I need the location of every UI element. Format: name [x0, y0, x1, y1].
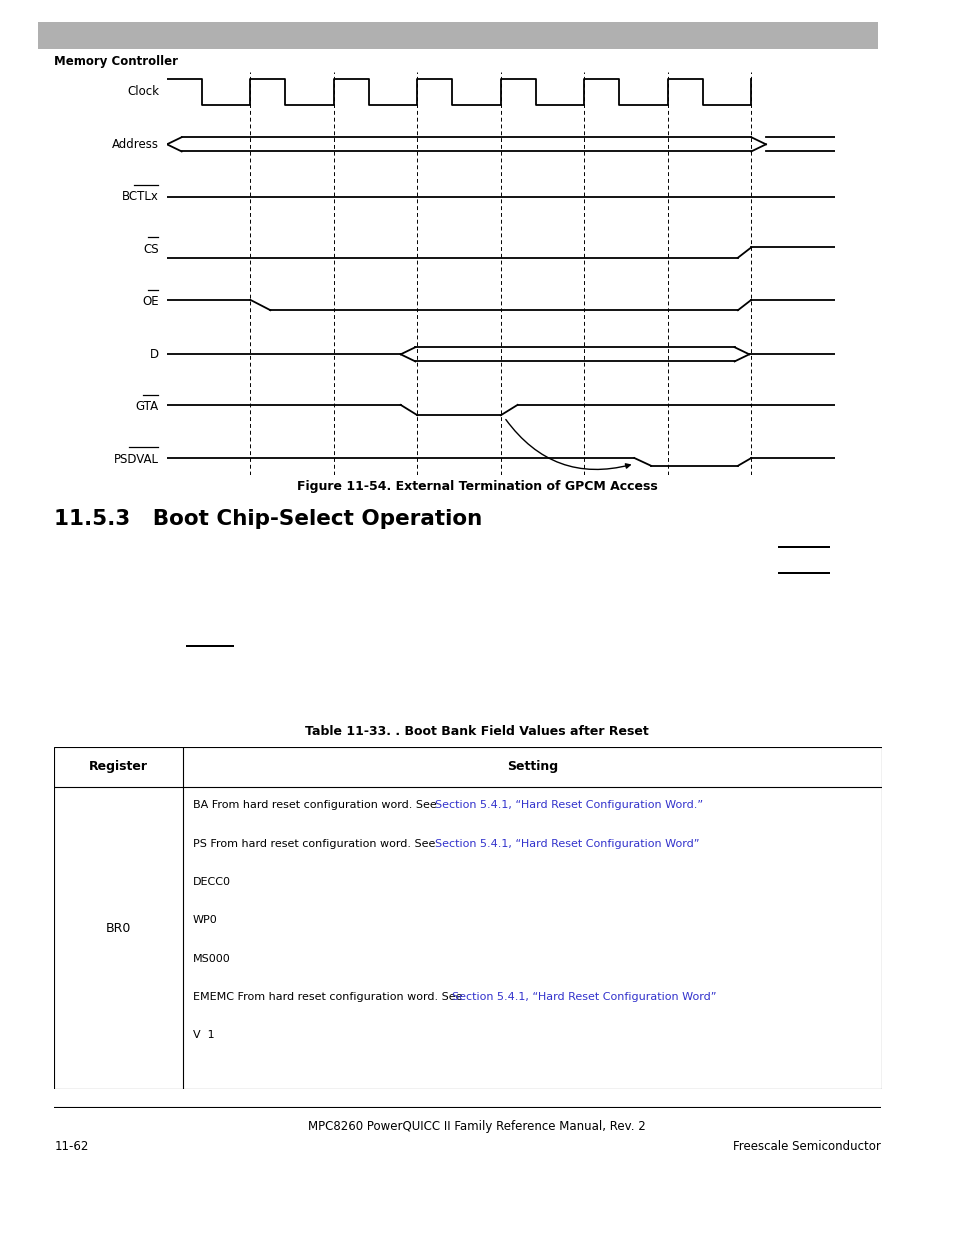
- Text: BCTLx: BCTLx: [122, 190, 159, 204]
- Text: BA From hard reset configuration word. See: BA From hard reset configuration word. S…: [193, 800, 439, 810]
- Text: EMEMC From hard reset configuration word. See: EMEMC From hard reset configuration word…: [193, 992, 465, 1002]
- Text: MPC8260 PowerQUICC II Family Reference Manual, Rev. 2: MPC8260 PowerQUICC II Family Reference M…: [308, 1120, 645, 1132]
- Text: Figure 11-54. External Termination of GPCM Access: Figure 11-54. External Termination of GP…: [296, 480, 657, 493]
- Text: PS From hard reset configuration word. See: PS From hard reset configuration word. S…: [193, 839, 438, 848]
- FancyArrowPatch shape: [505, 420, 630, 469]
- Text: WP0: WP0: [193, 915, 217, 925]
- Text: Freescale Semiconductor: Freescale Semiconductor: [732, 1140, 880, 1152]
- Text: OE: OE: [142, 295, 159, 309]
- Text: Register: Register: [89, 761, 148, 773]
- Text: V  1: V 1: [193, 1030, 214, 1040]
- Text: Memory Controller: Memory Controller: [54, 56, 178, 68]
- Text: PSDVAL: PSDVAL: [113, 453, 159, 466]
- Text: Section 5.4.1, “Hard Reset Configuration Word”: Section 5.4.1, “Hard Reset Configuration…: [451, 992, 716, 1002]
- Text: DECC0: DECC0: [193, 877, 231, 887]
- Text: BR0: BR0: [106, 923, 132, 935]
- Text: CS: CS: [143, 243, 159, 256]
- Text: D: D: [150, 348, 159, 361]
- Text: 11-62: 11-62: [54, 1140, 89, 1152]
- Text: Section 5.4.1, “Hard Reset Configuration Word”: Section 5.4.1, “Hard Reset Configuration…: [435, 839, 699, 848]
- Text: Clock: Clock: [127, 85, 159, 99]
- Text: Table 11-33. . Boot Bank Field Values after Reset: Table 11-33. . Boot Bank Field Values af…: [305, 725, 648, 737]
- Text: GTA: GTA: [135, 400, 159, 414]
- Text: Section 5.4.1, “Hard Reset Configuration Word.”: Section 5.4.1, “Hard Reset Configuration…: [435, 800, 702, 810]
- Text: Setting: Setting: [506, 761, 558, 773]
- Text: MS000: MS000: [193, 953, 231, 963]
- Text: Address: Address: [112, 138, 159, 151]
- Text: 11.5.3   Boot Chip-Select Operation: 11.5.3 Boot Chip-Select Operation: [54, 509, 482, 529]
